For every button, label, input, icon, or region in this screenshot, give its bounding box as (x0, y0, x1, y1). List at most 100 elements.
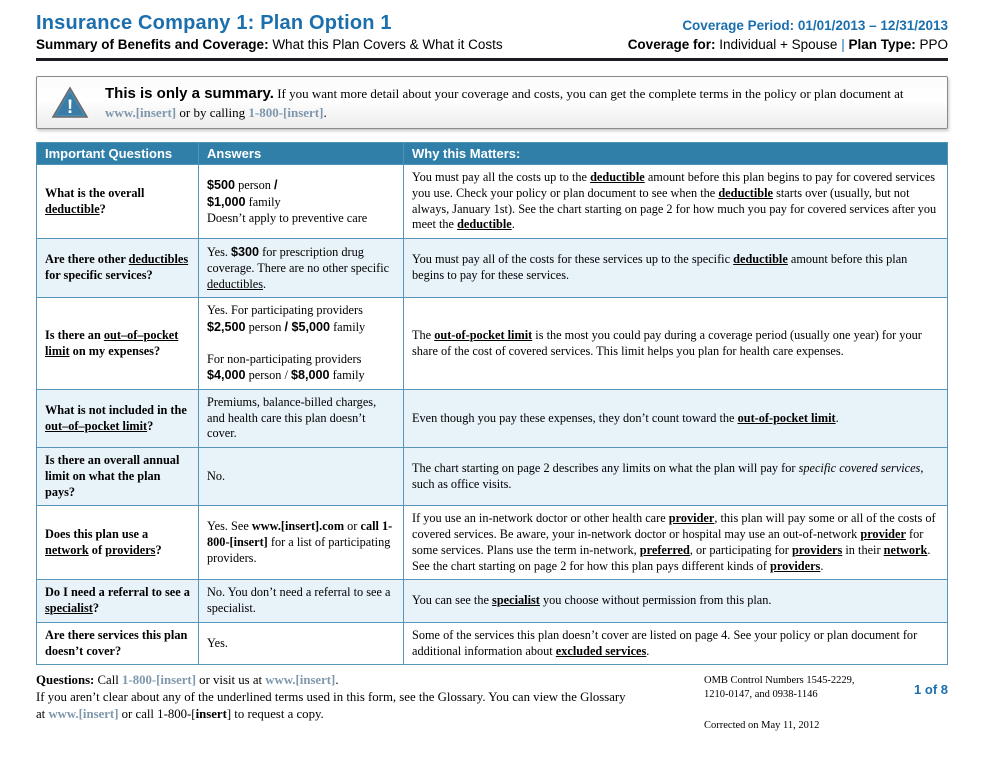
text-segment: call 1-800-[insert] (207, 519, 393, 549)
glossary-term-link[interactable]: out–of–pocket limit (45, 327, 179, 358)
text-segment: Summary of Benefits and Coverage: (36, 37, 269, 52)
text-segment: Yes. See (207, 519, 252, 534)
glossary-term-link[interactable]: out–of–pocket limit (45, 418, 148, 433)
text-segment: ? (99, 201, 106, 216)
table-row-network-providers: Does this plan use a network of provider… (36, 505, 948, 581)
omb-control-numbers: OMB Control Numbers 1545-2229, 1210-0147… (704, 672, 855, 733)
text-segment: If you use an in-network doctor or other… (412, 511, 669, 526)
text-segment: Yes. (207, 635, 228, 650)
why-cell: You must pay all of the costs for these … (403, 238, 948, 299)
column-header-why-this-matters: Why this Matters: (403, 142, 948, 166)
text-segment: Call (97, 673, 123, 688)
inline-link[interactable]: 1-800-[insert] (248, 105, 324, 120)
glossary-term-link[interactable]: specialist (45, 601, 93, 616)
text-segment: . (335, 673, 339, 688)
why-cell: You must pay all the costs up to the ded… (403, 164, 948, 240)
text-segment: , this plan will pay some or all of the … (412, 511, 936, 542)
answer-cell: Yes. See www.[insert].com or call 1-800-… (198, 505, 404, 581)
why-cell: Even though you pay these expenses, they… (403, 388, 948, 449)
glossary-term-link[interactable]: deductibles (128, 252, 189, 267)
text-segment: Is there an overall annual limit on what… (45, 453, 180, 499)
text-segment: The (412, 327, 435, 342)
text-segment: ? (147, 418, 154, 433)
text-segment: / (273, 178, 278, 193)
text-segment: amount before this plan begins to pay fo… (412, 252, 908, 283)
why-cell: If you use an in-network doctor or other… (403, 505, 948, 581)
text-segment: Coverage for: (627, 37, 716, 52)
glossary-term-link[interactable]: deductible (718, 185, 773, 200)
glossary-term-link[interactable]: providers (791, 542, 843, 557)
text-segment: amount before this plan begins to pay fo… (412, 170, 935, 200)
text-segment: or by calling (176, 105, 249, 120)
text-segment: Doesn’t apply to preventive care (207, 210, 368, 225)
table-row-overall-deductible: What is the overall deductible? $500 per… (36, 164, 948, 240)
answer-cell: No. You don’t need a referral to see a s… (198, 579, 404, 623)
text-segment: Are there other (45, 252, 129, 267)
text-segment: $300 (231, 245, 260, 260)
table-row-other-deductibles: Are there other deductibles for specific… (36, 238, 948, 299)
inline-link[interactable]: www.[insert] (265, 673, 336, 688)
text-segment: . (835, 410, 839, 425)
text-segment: person (245, 320, 285, 335)
text-segment: Yes. For participating providers (207, 303, 363, 318)
text-segment: If you aren’t clear about any of the und… (36, 690, 626, 705)
text-segment: or (344, 519, 361, 534)
inline-link[interactable]: www.[insert] (48, 707, 119, 722)
footer-line-3: at www.[insert] or call 1-800-[insert] t… (36, 706, 704, 723)
glossary-term-link[interactable]: deductible (590, 170, 645, 185)
text-segment: What is not included in the (45, 402, 187, 417)
glossary-term-link[interactable]: excluded services (555, 643, 647, 658)
question-cell: Are there other deductibles for specific… (36, 238, 199, 299)
text-segment: or call 1-800-[ (118, 707, 196, 722)
glossary-term-link[interactable]: out-of-pocket limit (434, 327, 533, 342)
text-segment: Some of the services this plan doesn’t c… (412, 627, 918, 658)
question-cell: What is the overall deductible? (36, 164, 199, 240)
answer-cell: No. (198, 447, 404, 507)
page-indicator: 1 of 8 (914, 682, 948, 698)
text-segment: Is there an (45, 327, 104, 342)
footer-line-1: Questions: Call 1-800-[insert] or visit … (36, 672, 704, 689)
text-segment: You must pay all the costs up to the (412, 170, 591, 185)
text-segment: $8,000 (290, 368, 330, 383)
glossary-term-link[interactable]: network (45, 542, 89, 557)
glossary-term-link[interactable]: deductible (45, 201, 100, 216)
answer-cell: Yes. $300 for prescription drug coverage… (198, 238, 404, 299)
text-segment: you choose without permission from this … (539, 593, 772, 608)
glossary-term-link[interactable]: deductible (733, 252, 788, 267)
text-segment: . (646, 643, 650, 658)
text-segment: family (245, 194, 281, 209)
glossary-term-link[interactable]: providers (105, 542, 156, 557)
glossary-term-link[interactable]: deductible (457, 217, 512, 232)
page-title: Insurance Company 1: Plan Option 1 (36, 12, 392, 34)
glossary-term-link[interactable]: specialist (492, 593, 540, 608)
glossary-term-link[interactable]: provider (668, 511, 715, 526)
text-segment: $4,000 (207, 368, 246, 383)
glossary-term-link[interactable]: preferred (639, 542, 690, 557)
svg-text:!: ! (67, 97, 73, 118)
glossary-term-link[interactable]: network (883, 542, 928, 557)
text-segment: , such as office visits. (412, 461, 924, 491)
text-segment: Does this plan use a (45, 527, 149, 542)
inline-link[interactable]: www.[insert] (105, 105, 177, 120)
glossary-term-link[interactable]: providers (770, 558, 821, 573)
text-segment: . (511, 217, 515, 232)
page-header: Insurance Company 1: Plan Option 1 Cover… (36, 12, 948, 61)
footer-questions: Questions: Call 1-800-[insert] or visit … (36, 672, 704, 733)
sbc-page: Insurance Company 1: Plan Option 1 Cover… (36, 12, 948, 733)
text-segment: . (820, 558, 824, 573)
glossary-term-link[interactable]: out-of-pocket limit (737, 410, 836, 425)
text-segment: person (235, 178, 274, 193)
question-cell: Are there services this plan doesn’t cov… (36, 621, 199, 666)
glossary-term-link[interactable]: provider (860, 527, 906, 542)
text-segment: | (841, 37, 845, 52)
text-segment: The chart starting on page 2 describes a… (412, 461, 799, 476)
text-segment: This is only a summary. (105, 85, 274, 102)
summary-notice-box: ! This is only a summary. If you want mo… (36, 76, 948, 130)
inline-link[interactable]: 1-800-[insert] (122, 673, 196, 688)
text-segment: Are there services this plan doesn’t cov… (45, 627, 188, 658)
text-segment: PPO (915, 37, 948, 52)
why-cell: The out-of-pocket limit is the most you … (403, 297, 948, 390)
text-segment: Questions: (36, 673, 98, 688)
text-segment: Plan Type: (848, 37, 916, 52)
column-header-important-questions: Important Questions (36, 142, 199, 166)
